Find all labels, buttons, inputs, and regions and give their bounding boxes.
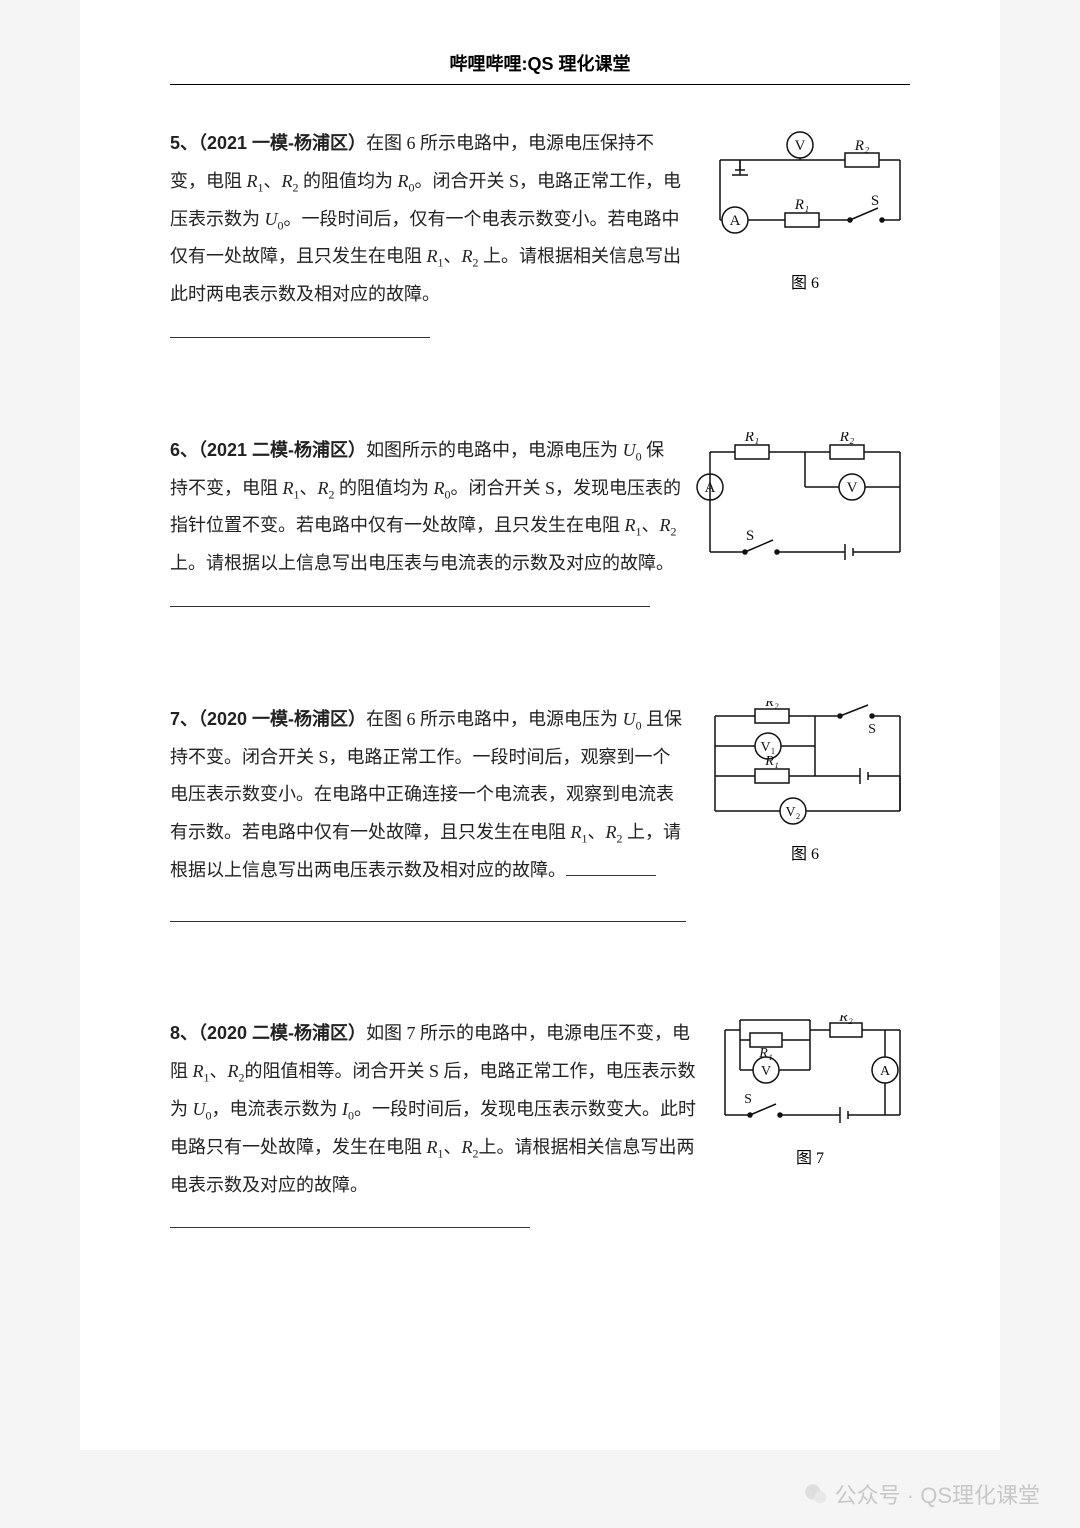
voltmeter-label: V <box>847 480 858 496</box>
figure-6b: R₁ R₂ V A S <box>695 432 910 572</box>
problem-7: 7、（2020 一模-杨浦区）在图 6 所示电路中，电源电压为 U0 且保持不变… <box>170 701 910 936</box>
v1-label: V₁ <box>761 740 776 755</box>
figure-6a: V A R₂ R₁ S 图 6 <box>700 125 910 293</box>
document-page: 哔哩哔哩:QS 理化课堂 5、（2021 一模-杨浦区）在图 6 所示电路中，电… <box>80 0 1000 1450</box>
r1-label: R₁ <box>744 432 759 445</box>
problem-number: 8、 <box>170 1023 198 1043</box>
problem-6-text: 6、（2021 二模-杨浦区）如图所示的电路中，电源电压为 U0 保持不变，电阻… <box>170 432 681 621</box>
r1-label: R₁ <box>794 197 809 213</box>
r2-label: R₂ <box>764 701 779 710</box>
problem-tag: （2020 一模-杨浦区） <box>198 709 366 729</box>
voltmeter-label: V <box>761 1064 771 1079</box>
switch-label: S <box>871 193 879 209</box>
switch-label: S <box>868 722 876 737</box>
problem-8: 8、（2020 二模-杨浦区）如图 7 所示的电路中，电源电压不变，电阻 R1、… <box>170 1015 910 1242</box>
problem-5-text: 5、（2021 一模-杨浦区）在图 6 所示电路中，电源电压保持不变，电阻 R1… <box>170 125 686 352</box>
figure-caption: 图 6 <box>700 840 910 864</box>
answer-blank <box>566 856 656 876</box>
problem-tag: （2021 一模-杨浦区） <box>198 133 366 153</box>
figure-caption: 图 7 <box>710 1144 910 1168</box>
problem-8-text: 8、（2020 二模-杨浦区）如图 7 所示的电路中，电源电压不变，电阻 R1、… <box>170 1015 696 1242</box>
problem-7-text: 7、（2020 一模-杨浦区）在图 6 所示电路中，电源电压为 U0 且保持不变… <box>170 701 686 936</box>
figure-caption: 图 6 <box>700 269 910 293</box>
figure-6c: R₂ R₁ V₁ V₂ S 图 6 <box>700 701 910 864</box>
switch-label: S <box>744 1092 752 1107</box>
answer-blank <box>170 318 430 338</box>
watermark-text: 公众号 · QS理化课堂 <box>835 1478 1040 1510</box>
ammeter-label: A <box>705 480 716 496</box>
r2-label: R₂ <box>839 432 854 445</box>
ammeter-label: A <box>880 1064 891 1079</box>
r1-label: R₁ <box>758 1046 772 1061</box>
wechat-icon <box>803 1481 829 1507</box>
problem-number: 5、 <box>170 133 198 153</box>
r2-label: R₂ <box>854 138 869 154</box>
answer-blank <box>170 587 650 607</box>
page-header: 哔哩哔哩:QS 理化课堂 <box>170 50 910 85</box>
answer-blank-line <box>170 902 686 922</box>
problem-6: 6、（2021 二模-杨浦区）如图所示的电路中，电源电压为 U0 保持不变，电阻… <box>170 432 910 621</box>
switch-label: S <box>746 528 754 544</box>
problem-number: 7、 <box>170 709 198 729</box>
answer-blank <box>170 1209 530 1229</box>
problem-5: 5、（2021 一模-杨浦区）在图 6 所示电路中，电源电压保持不变，电阻 R1… <box>170 125 910 352</box>
problem-tag: （2021 二模-杨浦区） <box>198 440 366 460</box>
voltmeter-label: V <box>795 138 806 154</box>
problem-number: 6、 <box>170 440 198 460</box>
problem-tag: （2020 二模-杨浦区） <box>198 1023 366 1043</box>
watermark: 公众号 · QS理化课堂 <box>803 1478 1040 1510</box>
ammeter-label: A <box>730 213 741 229</box>
v2-label: V₂ <box>786 805 801 820</box>
figure-7: R₁ R₂ V A S 图 7 <box>710 1015 910 1168</box>
r2-label: R₂ <box>838 1015 853 1025</box>
r1-label: R₁ <box>764 754 778 769</box>
